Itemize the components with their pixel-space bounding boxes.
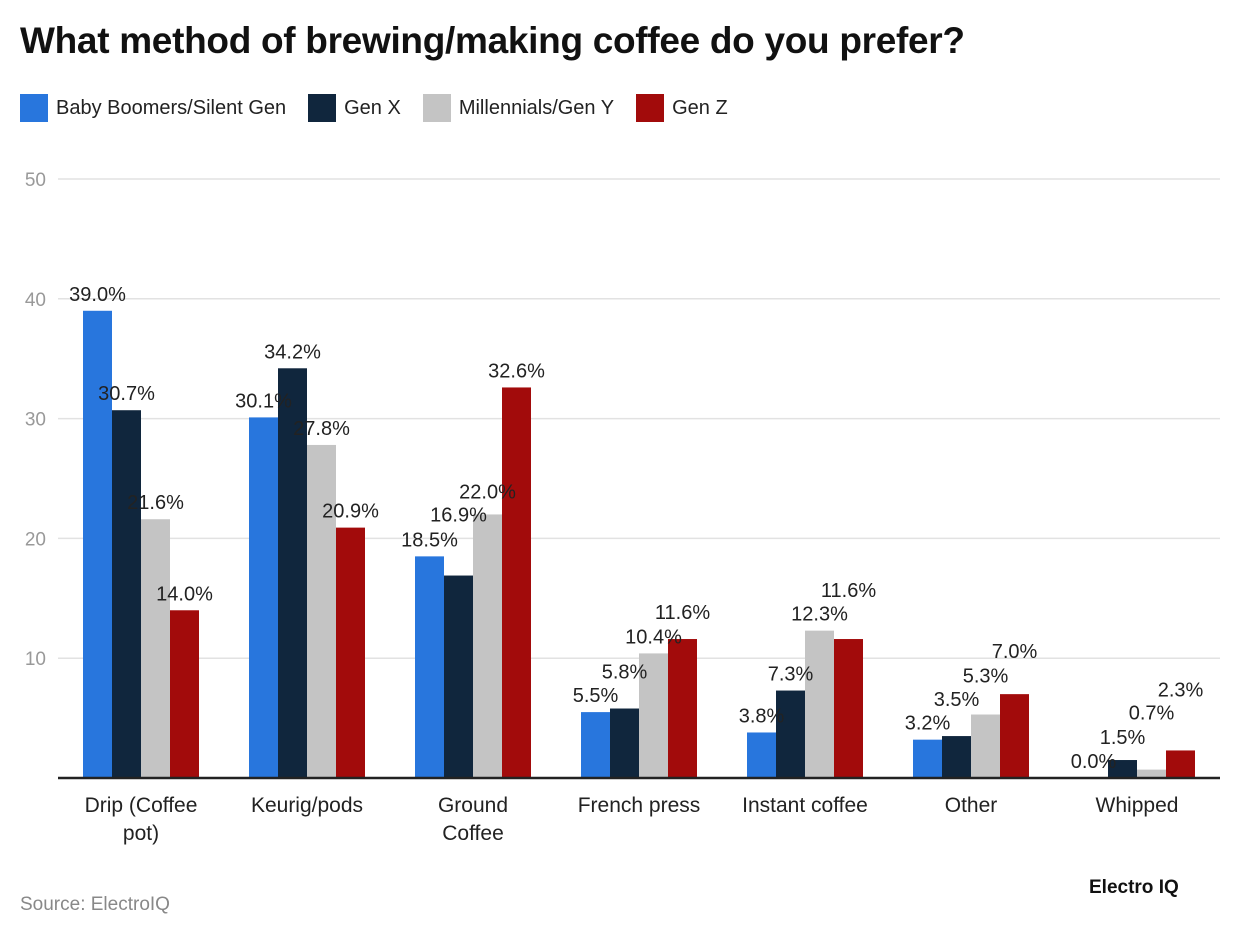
bar <box>581 712 610 778</box>
data-label: 14.0% <box>156 583 213 605</box>
bar <box>444 575 473 778</box>
x-tick-label: pot) <box>123 822 159 845</box>
bar <box>473 514 502 778</box>
x-tick-label: Drip (Coffee <box>85 794 198 817</box>
x-tick-label: Keurig/pods <box>251 794 363 817</box>
bar <box>805 630 834 778</box>
data-label: 7.3% <box>768 664 814 686</box>
data-label: 3.8% <box>739 705 785 727</box>
source-note: Source: ElectroIQ <box>20 894 170 915</box>
bar <box>668 639 697 778</box>
data-label: 1.5% <box>1100 727 1146 749</box>
data-label: 2.3% <box>1158 679 1204 701</box>
bar <box>249 417 278 778</box>
data-label: 0.7% <box>1129 703 1175 725</box>
data-label: 39.0% <box>69 284 126 306</box>
data-label: 10.4% <box>625 626 682 648</box>
chart-title: What method of brewing/making coffee do … <box>20 20 965 61</box>
bar <box>639 653 668 778</box>
bar <box>971 714 1000 778</box>
bar <box>747 732 776 778</box>
x-tick-label: French press <box>578 794 701 817</box>
x-tick-label: Other <box>945 794 998 817</box>
data-label: 34.2% <box>264 341 321 363</box>
bar <box>336 527 365 778</box>
legend-item: Gen Z <box>636 94 728 122</box>
legend-item: Millennials/Gen Y <box>422 94 615 122</box>
bar <box>83 310 112 778</box>
legend-label: Millennials/Gen Y <box>458 96 615 119</box>
bar <box>502 387 531 778</box>
data-label: 18.5% <box>401 529 458 551</box>
y-tick-label: 50 <box>25 170 46 191</box>
data-label: 5.8% <box>602 662 648 684</box>
data-label: 22.0% <box>459 481 516 503</box>
data-label: 5.5% <box>573 685 619 707</box>
bar <box>913 739 942 778</box>
bar <box>1166 750 1195 778</box>
y-tick-label: 30 <box>25 410 46 431</box>
y-tick-label: 10 <box>25 649 46 670</box>
legend-label: Gen X <box>344 96 401 119</box>
legend-swatch <box>422 94 451 122</box>
bar <box>610 708 639 778</box>
legend: Baby Boomers/Silent Gen Gen X Millennials/… <box>20 94 728 122</box>
bar <box>307 444 336 778</box>
data-label: 3.5% <box>934 689 980 711</box>
legend-swatch <box>20 94 48 122</box>
bar <box>170 610 199 778</box>
bar <box>415 556 444 778</box>
bar <box>942 736 971 778</box>
bar <box>1137 769 1166 778</box>
data-label: 3.2% <box>905 713 951 735</box>
legend-swatch <box>636 94 665 122</box>
data-label: 5.3% <box>963 666 1009 688</box>
bar <box>1000 694 1029 778</box>
data-label: 30.7% <box>98 383 155 405</box>
data-label: 30.1% <box>235 390 292 412</box>
bar <box>278 368 307 778</box>
data-label: 27.8% <box>293 418 350 440</box>
electroiq-logo: Electro IQ <box>1089 877 1179 898</box>
data-label: 21.6% <box>127 492 184 514</box>
x-tick-label: Ground <box>438 794 508 817</box>
legend-swatch <box>308 94 337 122</box>
legend-label: Baby Boomers/Silent Gen <box>56 96 287 119</box>
x-tick-label: Coffee <box>442 822 504 845</box>
y-tick-label: 20 <box>25 529 46 550</box>
legend-item: Gen X <box>308 94 401 122</box>
x-tick-label: Whipped <box>1096 794 1179 817</box>
data-label: 20.9% <box>322 501 379 523</box>
data-label: 11.6% <box>655 602 710 624</box>
bar <box>776 690 805 778</box>
data-label: 16.9% <box>430 505 487 527</box>
bar <box>141 519 170 778</box>
data-label: 32.6% <box>488 360 545 382</box>
data-label: 11.6% <box>821 580 876 602</box>
bar <box>1108 760 1137 778</box>
y-tick-label: 40 <box>25 290 46 311</box>
bar <box>112 410 141 778</box>
x-tick-label: Instant coffee <box>742 794 868 817</box>
legend-item: Baby Boomers/Silent Gen <box>20 94 286 122</box>
bar <box>834 639 863 778</box>
data-label: 12.3% <box>791 604 848 626</box>
data-label: 0.0% <box>1071 751 1117 773</box>
data-label: 7.0% <box>992 641 1038 663</box>
legend-label: Gen Z <box>672 96 728 119</box>
